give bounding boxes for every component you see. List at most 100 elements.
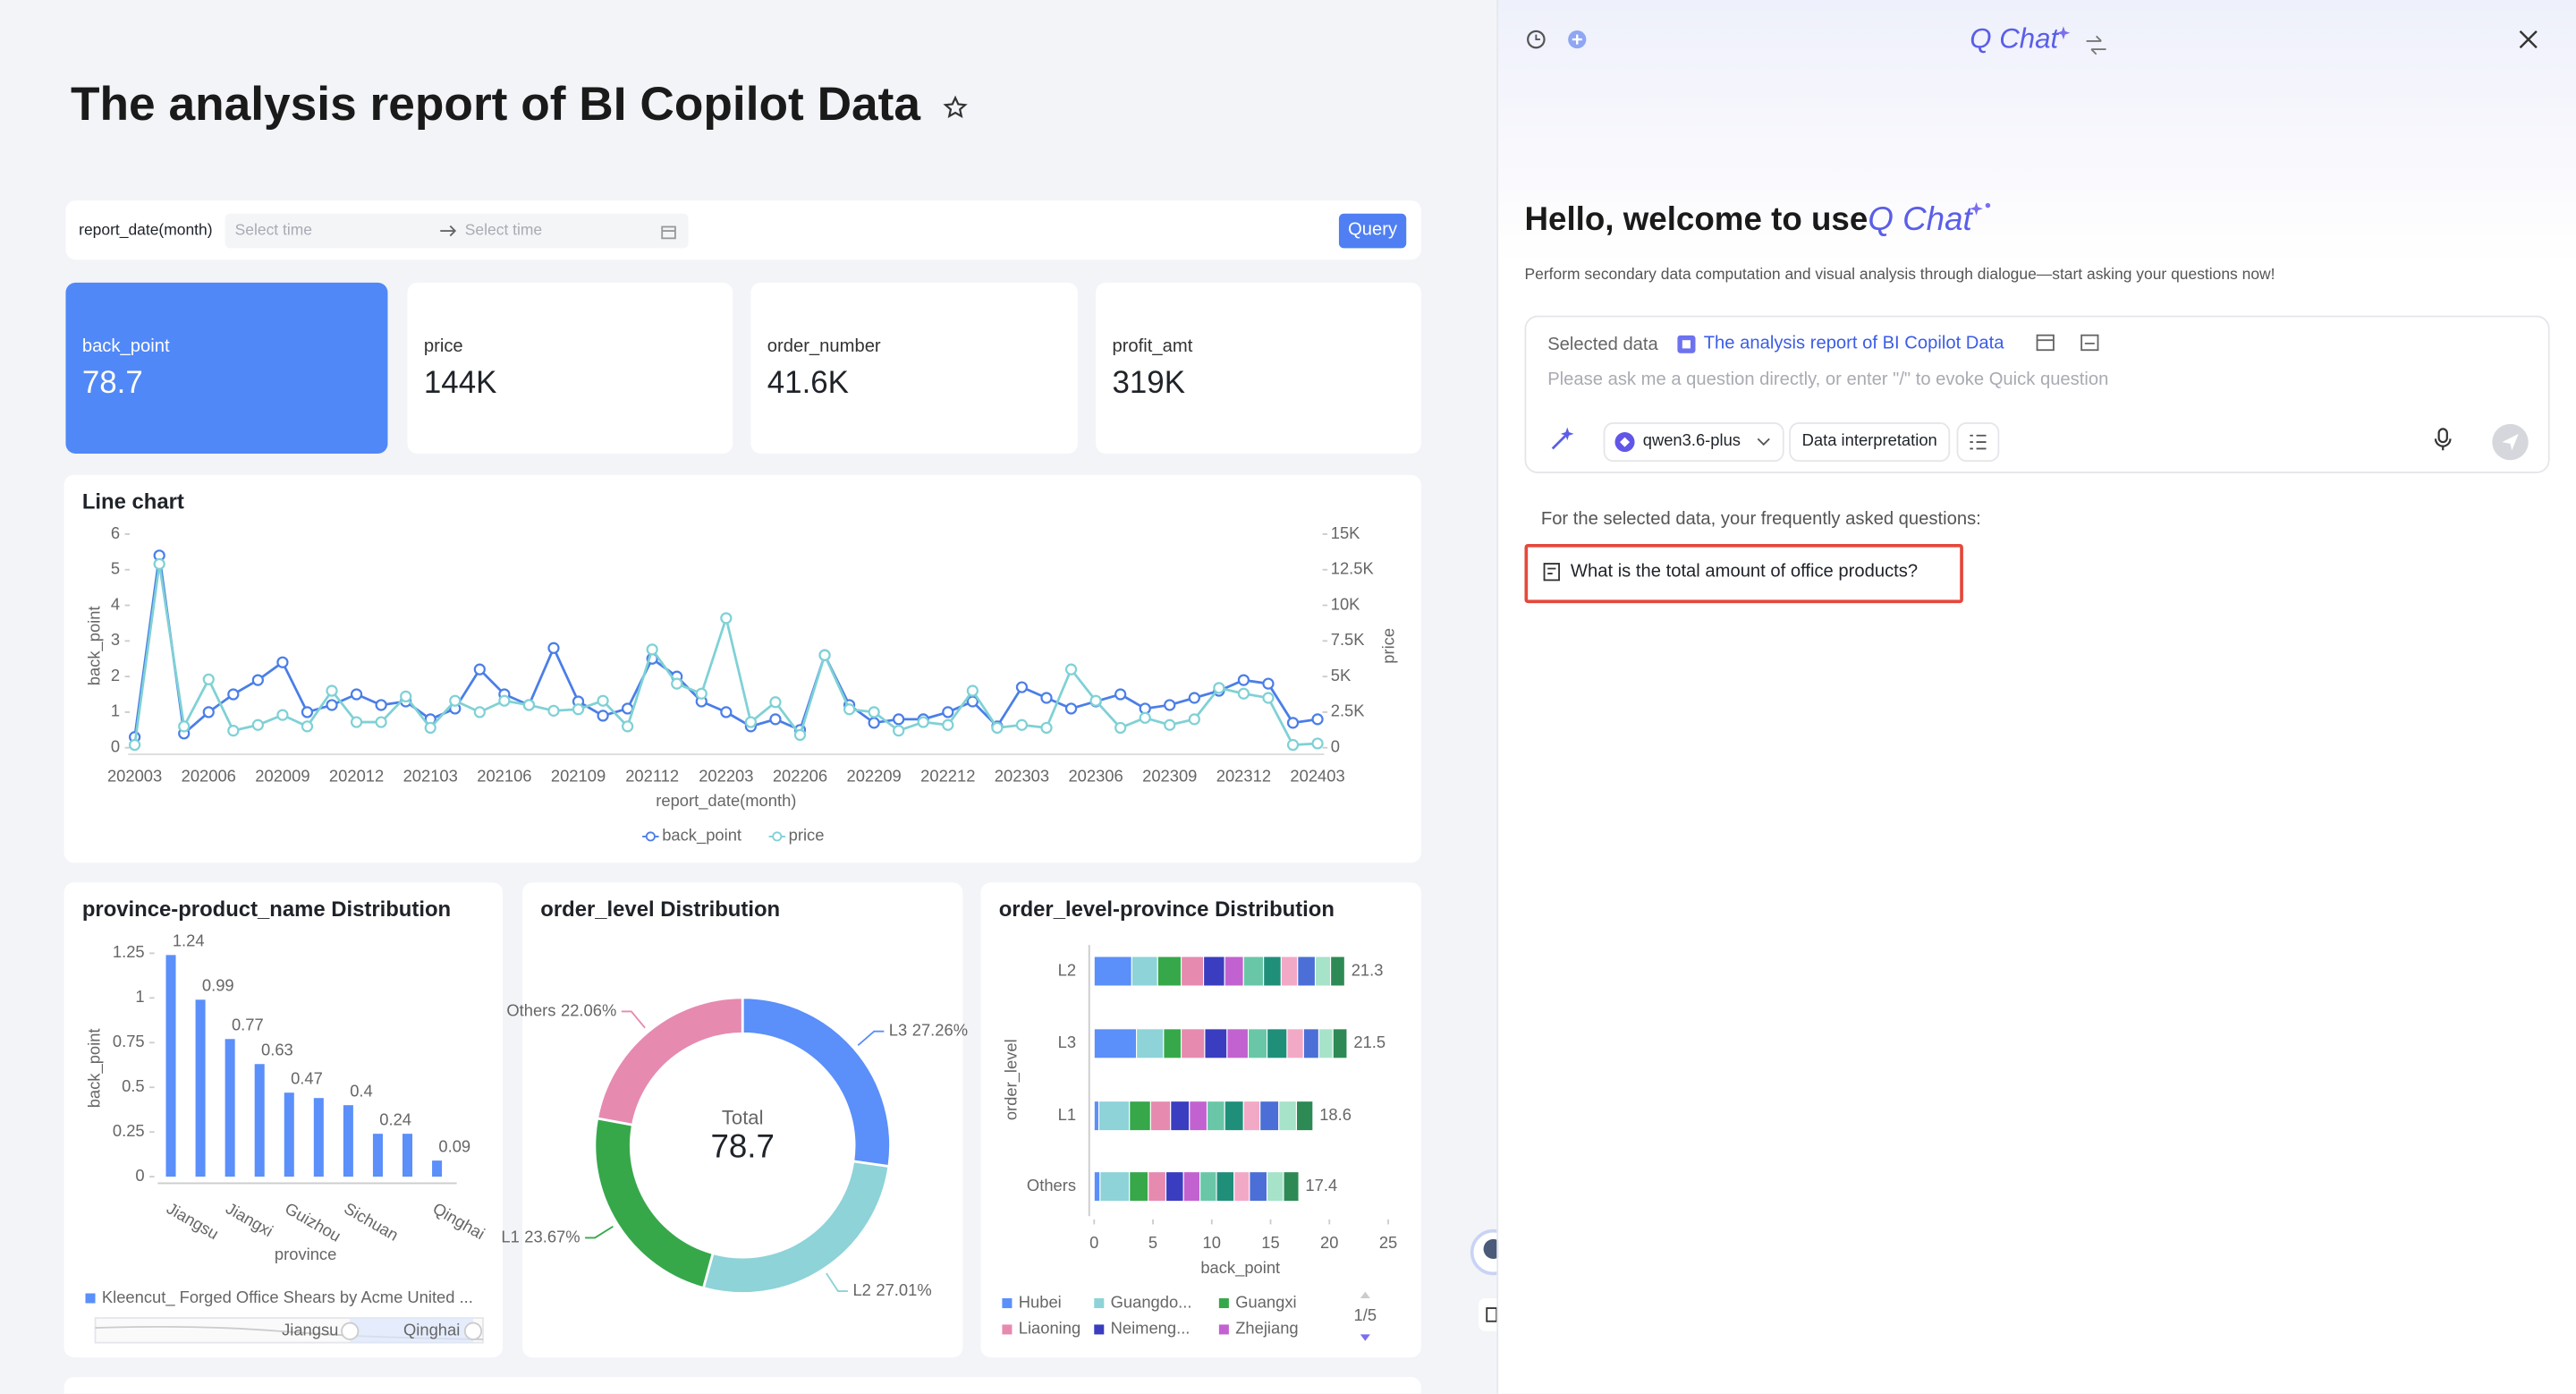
kpi-card[interactable]: profit_amt 319K <box>1096 282 1421 454</box>
chat-header-title: Q Chat <box>1970 22 2059 55</box>
query-button[interactable]: Query <box>1338 213 1407 249</box>
y-tick-label: L2 <box>1058 960 1076 979</box>
legend-marker <box>1218 1298 1229 1309</box>
point <box>622 720 634 733</box>
magic-icon[interactable] <box>1549 426 1575 452</box>
center-label: Total <box>722 1107 764 1129</box>
y-tick-label: 1 <box>111 701 120 720</box>
legend-marker <box>1002 1298 1013 1309</box>
point <box>400 690 412 703</box>
point <box>276 709 289 721</box>
legend-marker <box>1218 1324 1229 1335</box>
point <box>473 706 486 718</box>
point <box>942 718 954 731</box>
favorite-star[interactable] <box>943 95 968 121</box>
point <box>1262 677 1275 690</box>
mode-button[interactable]: Data interpretation <box>1789 422 1951 463</box>
kpi-card[interactable]: price 144K <box>407 282 733 454</box>
date-range-input[interactable]: Select time Select time <box>225 213 689 249</box>
point <box>966 684 979 697</box>
point <box>1164 699 1176 711</box>
bar <box>254 1064 265 1177</box>
x-tick-label: 202206 <box>773 767 827 786</box>
list-button[interactable] <box>1956 422 2000 463</box>
mic-button[interactable] <box>2433 428 2453 453</box>
close-button[interactable] <box>2517 28 2540 51</box>
point <box>547 642 560 654</box>
x-tick-label: Qinghai <box>429 1198 487 1243</box>
x-tick-label: 202312 <box>1216 767 1271 786</box>
point <box>1089 694 1102 707</box>
y-tick-label: L1 <box>1058 1105 1076 1124</box>
chat-panel: Q Chat Hello, welcome to use Q Chat Perf… <box>1496 0 2576 1394</box>
bar <box>372 1134 383 1177</box>
slice-name: L1 <box>501 1227 519 1245</box>
y-axis-label: back_point <box>84 1028 104 1108</box>
bar-segment <box>1330 956 1345 987</box>
slice-value: 22.06% <box>561 1000 616 1019</box>
legend-marker <box>645 831 656 842</box>
point <box>695 687 708 700</box>
x-tick-label: 202306 <box>1068 767 1123 786</box>
x-tick-label: 202303 <box>995 767 1049 786</box>
bar-segment <box>1203 956 1225 987</box>
y-tick-label: 5 <box>111 559 120 578</box>
chevron <box>1757 438 1770 446</box>
range-arrow <box>440 225 457 237</box>
point <box>449 694 462 707</box>
point <box>350 716 363 728</box>
next-card <box>64 1377 1421 1394</box>
point <box>202 673 215 685</box>
point <box>1213 682 1225 694</box>
send-button[interactable] <box>2490 422 2529 462</box>
bar-segment <box>1247 1028 1268 1059</box>
kpi-card[interactable]: back_point 78.7 <box>65 282 388 454</box>
point <box>843 703 856 716</box>
y2-tick-label: 15K <box>1331 523 1360 542</box>
slider-handle <box>341 1322 360 1340</box>
bar-segment <box>1148 1171 1167 1203</box>
x-tick-label: 5 <box>1148 1233 1157 1252</box>
point <box>301 720 314 733</box>
bar-segment <box>1181 956 1205 987</box>
model-selector[interactable]: qwen3.6-plus <box>1603 422 1784 463</box>
kpi-value: 78.7 <box>81 366 143 402</box>
bar-segment <box>1163 1028 1182 1059</box>
bar-segment <box>1216 1171 1235 1203</box>
bar-segment <box>1129 1101 1151 1132</box>
x-axis-label: report_date(month) <box>656 791 796 811</box>
x-tick-label: 202009 <box>255 767 309 786</box>
y-tick-label: L3 <box>1058 1033 1076 1051</box>
bar <box>402 1134 413 1177</box>
welcome-brand: Q Chat <box>1868 201 1972 239</box>
chat-toolbar-icons[interactable] <box>1524 26 1589 52</box>
point <box>1064 663 1078 676</box>
total-label: 17.4 <box>1305 1176 1337 1194</box>
point <box>1237 674 1250 686</box>
kpi-name: price <box>423 336 463 357</box>
bar-segment <box>1099 1171 1131 1203</box>
legend-label: price <box>789 826 825 845</box>
slider-selection <box>350 1318 473 1343</box>
selected-data-name[interactable]: The analysis report of BI Copilot Data <box>1703 333 2004 353</box>
dataset-actions[interactable] <box>2036 334 2101 353</box>
x-tick-label: 202209 <box>847 767 902 786</box>
point <box>326 684 338 697</box>
legend-marker <box>1094 1324 1105 1335</box>
bar-chart-card <box>64 882 504 1358</box>
faq-item[interactable]: What is the total amount of office produ… <box>1524 543 1963 604</box>
chat-input-box[interactable]: Selected data The analysis report of BI … <box>1524 315 2550 473</box>
point <box>276 656 289 668</box>
center-value: 78.7 <box>710 1128 774 1165</box>
slice-label: L2 27.01% <box>852 1280 931 1299</box>
x-tick-label: 202106 <box>477 767 531 786</box>
point <box>1311 713 1324 726</box>
point <box>769 713 782 726</box>
point <box>1114 721 1127 735</box>
y-tick-label: 2 <box>111 666 120 684</box>
bar-segment <box>1224 956 1244 987</box>
kpi-card[interactable]: order_number 41.6K <box>750 282 1078 454</box>
donut-segment <box>596 996 744 1126</box>
leader-line <box>857 1030 885 1046</box>
x-tick-label: 20 <box>1320 1233 1338 1252</box>
